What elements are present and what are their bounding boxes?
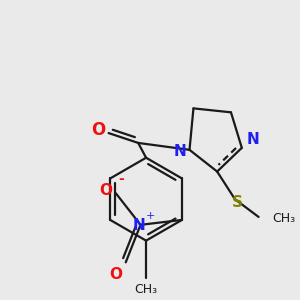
Text: N: N xyxy=(246,133,259,148)
Text: CH₃: CH₃ xyxy=(272,212,296,225)
Text: O: O xyxy=(92,121,106,139)
Text: -: - xyxy=(118,172,124,186)
Text: S: S xyxy=(232,195,243,210)
Text: O: O xyxy=(109,267,122,282)
Text: CH₃: CH₃ xyxy=(134,284,158,296)
Text: N: N xyxy=(132,218,145,233)
Text: N: N xyxy=(173,144,186,159)
Text: O: O xyxy=(100,183,112,198)
Text: +: + xyxy=(146,211,155,221)
